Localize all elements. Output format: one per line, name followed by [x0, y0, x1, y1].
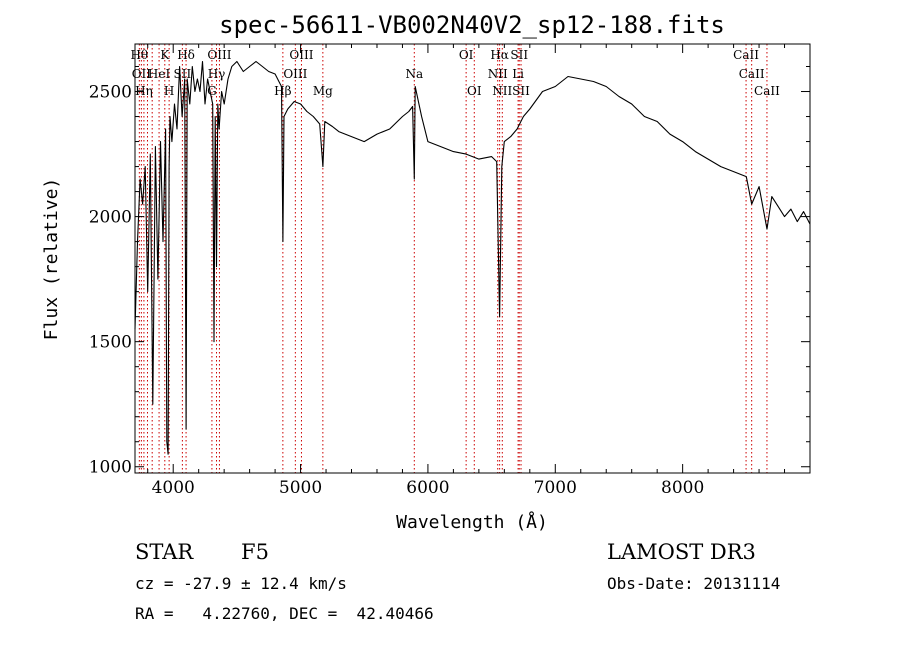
x-tick-label-4: 8000 [661, 478, 704, 498]
spectral-line-label-22: NII [492, 84, 512, 98]
spectral-line-label-9: Hδ [177, 48, 195, 62]
survey-name: LAMOST DR3 [607, 540, 756, 564]
spectral-line-label-2: Hη [135, 84, 153, 98]
y-tick-label-1: 1500 [89, 333, 132, 353]
x-tick-label-2: 6000 [406, 478, 449, 498]
spectral-line-label-16: Mg [313, 84, 333, 98]
spectral-line-label-27: CaII [739, 67, 765, 81]
spectral-line-label-23: Li [512, 67, 524, 81]
series-layer [134, 60, 811, 455]
spectral-line-label-25: SII [512, 84, 530, 98]
spectral-line-label-8: SII [174, 67, 192, 81]
spectral-line-label-19: OI [467, 84, 482, 98]
spectral-line-label-18: OI [459, 48, 474, 62]
spectral-line-label-21: Hα [490, 48, 509, 62]
y-tick-label-0: 1000 [89, 458, 132, 478]
y-axis-ticks: 1000 1500 2000 2500 [89, 66, 810, 478]
spectral-line-label-20: NII [488, 67, 508, 81]
redshift-text: cz = -27.9 ± 12.4 km/s [135, 574, 347, 593]
spectral-line-label-24: SII [510, 48, 528, 62]
chart-title: spec-56611-VB002N40V2_sp12-188.fits [219, 11, 725, 39]
spectral-line-labels: HθOIIHηHeIKHSIIHδGHγOIIIHβOIIIOIIIMgNaOI… [130, 48, 780, 98]
spectral-line-label-12: OIII [207, 48, 231, 62]
x-axis-label: Wavelength (Å) [396, 511, 548, 533]
spectral-line-label-10: G [207, 84, 217, 98]
y-tick-label-2: 2000 [89, 208, 132, 228]
spectral-line-label-13: Hβ [274, 84, 291, 98]
x-tick-label-0: 4000 [152, 478, 195, 498]
spectral-line-label-5: HeI [148, 67, 171, 81]
spectral-line-label-6: K [160, 48, 170, 62]
x-axis-ticks: 4000 5000 6000 7000 8000 [147, 44, 786, 498]
spectral-line-label-17: Na [405, 67, 423, 81]
coordinates: RA = 4.22760, DEC = 42.40466 [135, 604, 434, 623]
y-axis-label: Flux (relative) [41, 178, 62, 341]
spectral-line-label-15: OIII [289, 48, 313, 62]
obs-date: Obs-Date: 20131114 [607, 574, 781, 593]
spectral-line-label-7: H [164, 84, 174, 98]
x-tick-label-3: 7000 [534, 478, 577, 498]
object-class: STAR [135, 540, 194, 564]
plot-frame [134, 43, 811, 474]
y-tick-label-3: 2500 [89, 83, 132, 103]
object-subclass: F5 [241, 540, 269, 564]
x-tick-label-1: 5000 [279, 478, 322, 498]
spectral-line-label-28: CaII [754, 84, 780, 98]
spectral-line-label-11: Hγ [208, 67, 226, 81]
spectral-line-label-0: Hθ [130, 48, 148, 62]
spectral-line-label-1: OII [132, 67, 152, 81]
spectral-line-markers [138, 44, 768, 473]
spectral-line-label-14: OIII [283, 67, 307, 81]
spectral-line-label-26: CaII [733, 48, 759, 62]
series-line-spectrum [134, 60, 811, 455]
